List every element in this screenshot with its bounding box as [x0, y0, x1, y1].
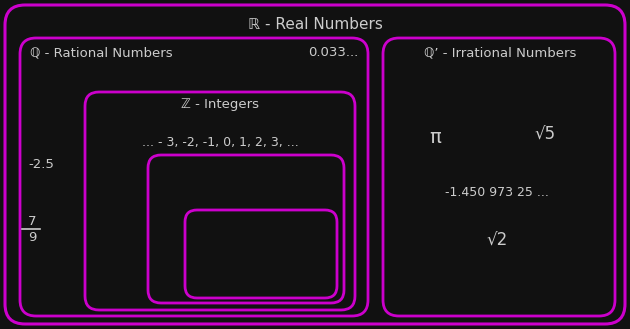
- Text: √5: √5: [534, 126, 556, 144]
- Text: ℕ - Natural
Numbers: ℕ - Natural Numbers: [227, 218, 295, 246]
- Text: π: π: [429, 128, 441, 147]
- FancyBboxPatch shape: [5, 5, 625, 324]
- Text: -1.450 973 25 ...: -1.450 973 25 ...: [445, 186, 549, 199]
- Text: ℝ - Real Numbers: ℝ - Real Numbers: [248, 17, 382, 32]
- Text: W̅ - Whole Numbers: W̅ - Whole Numbers: [183, 162, 307, 175]
- FancyBboxPatch shape: [20, 38, 368, 316]
- FancyBboxPatch shape: [185, 210, 337, 298]
- Text: 7: 7: [28, 215, 37, 228]
- Text: -2.5: -2.5: [28, 159, 54, 171]
- Text: 1, 2, 3, ...: 1, 2, 3, ...: [231, 264, 291, 277]
- FancyBboxPatch shape: [383, 38, 615, 316]
- Text: ℚ - Rational Numbers: ℚ - Rational Numbers: [30, 46, 173, 59]
- Text: 9: 9: [28, 231, 37, 244]
- Text: ... - 3, -2, -1, 0, 1, 2, 3, ...: ... - 3, -2, -1, 0, 1, 2, 3, ...: [142, 136, 299, 149]
- Text: ℚ’ - Irrational Numbers: ℚ’ - Irrational Numbers: [424, 46, 576, 59]
- FancyBboxPatch shape: [85, 92, 355, 310]
- Text: ℤ - Integers: ℤ - Integers: [181, 98, 259, 111]
- Text: 0, 1, 2, 3, ...: 0, 1, 2, 3, ...: [207, 193, 283, 206]
- Text: 0.033...: 0.033...: [307, 46, 358, 59]
- FancyBboxPatch shape: [148, 155, 344, 303]
- Text: √2: √2: [486, 232, 508, 250]
